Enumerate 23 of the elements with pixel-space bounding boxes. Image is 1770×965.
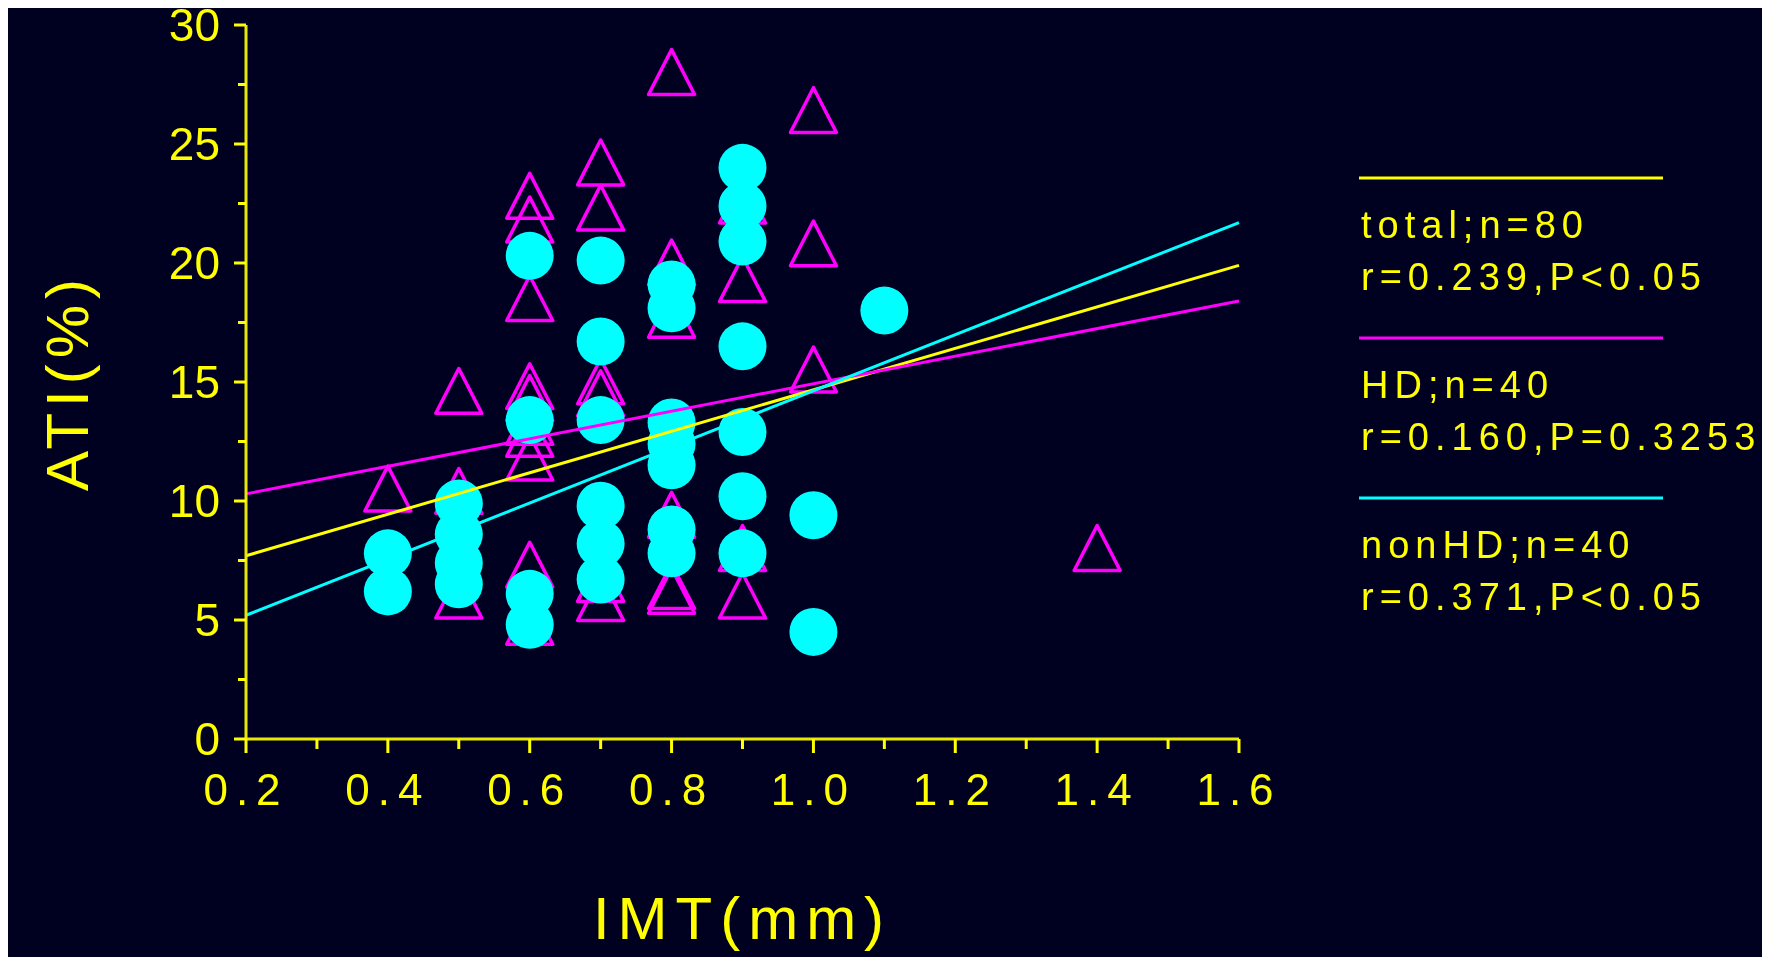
y-tick-label: 25 — [168, 118, 220, 170]
x-tick-label: 1.2 — [912, 765, 998, 814]
x-tick-label: 1.4 — [1054, 765, 1140, 814]
text: r=0.239,P<0.05 — [1361, 256, 1707, 298]
y-tick-label: 0 — [194, 713, 220, 765]
text: HD;n=40 — [1361, 364, 1555, 406]
x-axis-title: IMT(mm) — [592, 885, 893, 952]
text: r=0.371,P<0.05 — [1361, 576, 1707, 618]
y-tick-label: 20 — [168, 237, 220, 289]
y-tick-label: 5 — [194, 594, 220, 646]
x-tick-label: 1.6 — [1196, 765, 1282, 814]
y-tick-label: 30 — [168, 0, 220, 51]
y-axis-title: ATI(%) — [34, 272, 101, 492]
text: total;n=80 — [1361, 204, 1589, 246]
text: nonHD;n=40 — [1361, 524, 1636, 566]
y-tick-label: 10 — [168, 475, 220, 527]
x-tick-label: 0.4 — [345, 765, 431, 814]
x-tick-label: 1.0 — [770, 765, 857, 814]
x-tick-label: 0.2 — [203, 765, 289, 814]
x-tick-label: 0.8 — [628, 765, 715, 814]
x-tick-label: 0.6 — [487, 765, 573, 814]
text: r=0.160,P=0.3253 — [1361, 416, 1762, 458]
y-tick-label: 15 — [168, 356, 220, 408]
